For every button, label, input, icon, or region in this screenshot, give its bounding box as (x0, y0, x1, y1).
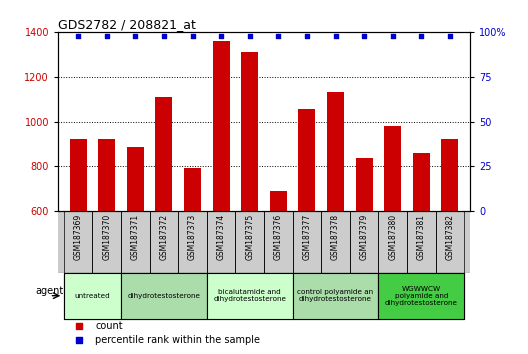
Text: GSM187374: GSM187374 (216, 214, 225, 261)
Bar (149, 211, 178, 273)
Text: GSM187373: GSM187373 (188, 214, 197, 261)
Bar (184, 168, 201, 211)
Bar (298, 109, 316, 211)
Text: bicalutamide and
dihydrotestosterone: bicalutamide and dihydrotestosterone (213, 289, 286, 302)
Point (131, 34, 139, 39)
Bar (121, 211, 149, 273)
Bar (327, 92, 344, 211)
Bar (407, 211, 436, 273)
Bar (98, 139, 115, 211)
Text: GSM187380: GSM187380 (388, 214, 397, 260)
Text: dihydrotestosterone: dihydrotestosterone (127, 293, 201, 299)
Bar (350, 211, 379, 273)
Bar (64, 273, 121, 319)
Text: GSM187375: GSM187375 (245, 214, 254, 261)
Bar (212, 41, 230, 211)
Point (417, 34, 426, 39)
Point (274, 34, 282, 39)
Bar (436, 211, 464, 273)
Text: GSM187379: GSM187379 (360, 214, 369, 261)
Bar (413, 153, 430, 211)
Bar (379, 273, 464, 319)
Bar (293, 211, 321, 273)
Bar (207, 211, 235, 273)
Point (159, 34, 168, 39)
Point (360, 34, 369, 39)
Bar (235, 211, 264, 273)
Text: untreated: untreated (74, 293, 110, 299)
Bar (178, 211, 207, 273)
Text: GSM187381: GSM187381 (417, 214, 426, 260)
Point (102, 34, 111, 39)
Text: agent: agent (35, 286, 63, 296)
Point (74, 337, 83, 343)
Text: count: count (95, 321, 123, 331)
Text: GSM187371: GSM187371 (131, 214, 140, 260)
Point (331, 34, 340, 39)
Text: WGWWCW
polyamide and
dihydrotestosterone: WGWWCW polyamide and dihydrotestosterone (385, 286, 458, 306)
Text: GSM187382: GSM187382 (446, 214, 455, 260)
Point (246, 34, 254, 39)
Text: GSM187372: GSM187372 (159, 214, 168, 260)
Point (217, 34, 225, 39)
Bar (64, 211, 92, 273)
Bar (441, 139, 458, 211)
Bar (355, 158, 373, 211)
Bar (379, 211, 407, 273)
Bar (121, 273, 207, 319)
Point (303, 34, 311, 39)
Text: GSM187378: GSM187378 (331, 214, 340, 260)
Bar (384, 126, 401, 211)
Point (74, 323, 83, 329)
Bar (127, 147, 144, 211)
Point (74, 34, 82, 39)
Bar (270, 192, 287, 211)
Bar (70, 139, 87, 211)
Bar (293, 273, 379, 319)
Text: control polyamide an
dihydrotestosterone: control polyamide an dihydrotestosterone (297, 289, 374, 302)
Point (446, 34, 454, 39)
Bar (207, 273, 293, 319)
Text: GDS2782 / 208821_at: GDS2782 / 208821_at (58, 18, 196, 31)
Text: GSM187369: GSM187369 (73, 214, 82, 261)
Text: GSM187370: GSM187370 (102, 214, 111, 261)
Point (188, 34, 197, 39)
Point (389, 34, 397, 39)
Text: percentile rank within the sample: percentile rank within the sample (95, 335, 260, 345)
Text: GSM187377: GSM187377 (303, 214, 312, 261)
Bar (92, 211, 121, 273)
Bar (264, 211, 293, 273)
Bar (155, 97, 173, 211)
Bar (241, 52, 258, 211)
Bar (321, 211, 350, 273)
Text: GSM187376: GSM187376 (274, 214, 283, 261)
